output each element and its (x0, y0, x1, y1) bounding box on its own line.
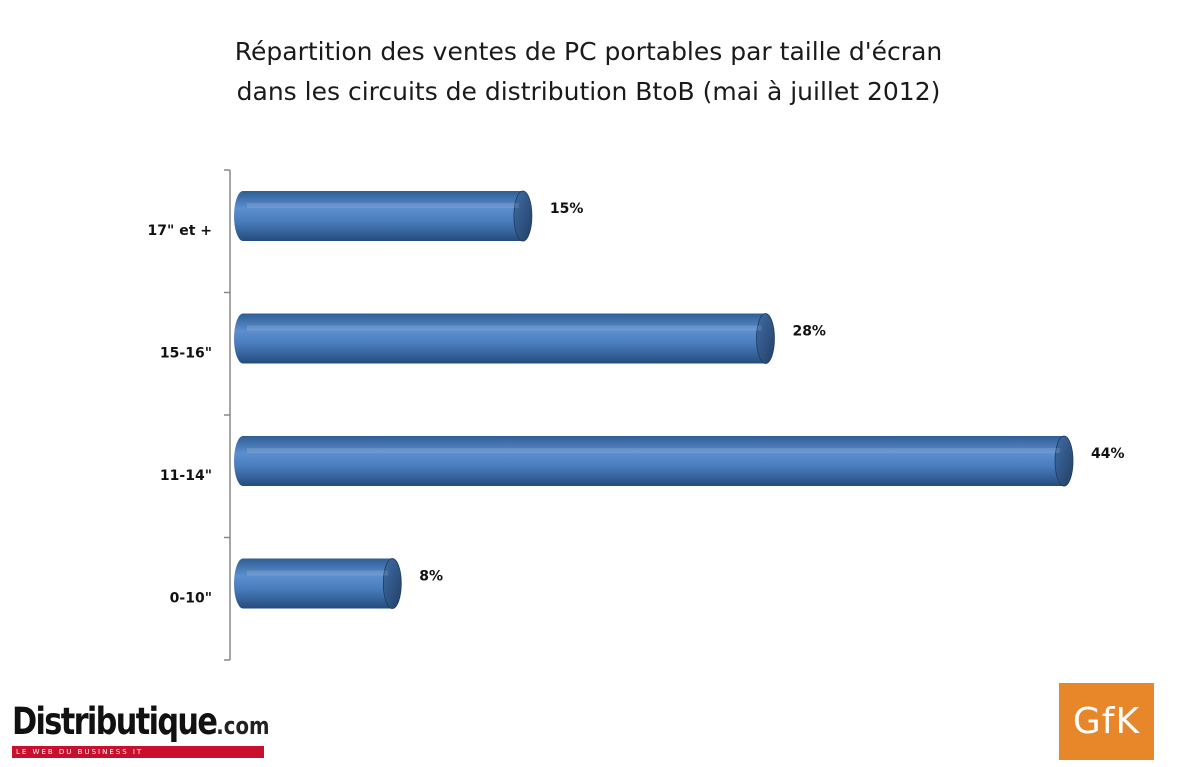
chart-title-line-1: Répartition des ventes de PC portables p… (234, 37, 943, 66)
distributique-logo-tagline: LE WEB DU BUSINESS IT (12, 746, 264, 758)
gfk-logo: GfK (1059, 683, 1154, 760)
bar-0-10 (234, 558, 402, 609)
bar-body (234, 313, 766, 364)
distributique-logo-text: Distributique.com (12, 700, 269, 748)
bar-highlight (247, 203, 519, 208)
distributique-logo: Distributique.com LE WEB DU BUSINESS IT (12, 700, 272, 762)
data-label: 44% (1091, 446, 1125, 462)
category-label: 11-14" (160, 468, 212, 484)
category-label: 15-16" (160, 346, 212, 362)
bar-highlight (247, 570, 389, 576)
bar-11-14 (234, 435, 1074, 487)
data-label: 28% (792, 324, 826, 340)
distributique-logo-name: Distributique (12, 700, 218, 743)
bar-body (234, 191, 523, 241)
bar-body (234, 436, 1064, 486)
data-label: 15% (550, 201, 584, 217)
bar-cap (1054, 435, 1074, 487)
bar-17-et (234, 190, 533, 242)
chart-title-line-2: dans les circuits de distribution BtoB (… (236, 77, 941, 106)
bar-body (234, 558, 393, 609)
bar-highlight (247, 325, 762, 331)
data-label: 8% (419, 569, 443, 585)
distributique-logo-suffix: .com (216, 712, 270, 740)
bar-highlight (247, 448, 1060, 453)
bar-cap (756, 313, 775, 364)
bar-cap (513, 190, 533, 242)
bar-15-16 (234, 313, 775, 364)
category-label: 0-10" (170, 591, 212, 607)
bar-cap (382, 558, 402, 609)
chart-title: Répartition des ventes de PC portables p… (0, 32, 1177, 112)
category-label: 17" et + (148, 223, 212, 239)
